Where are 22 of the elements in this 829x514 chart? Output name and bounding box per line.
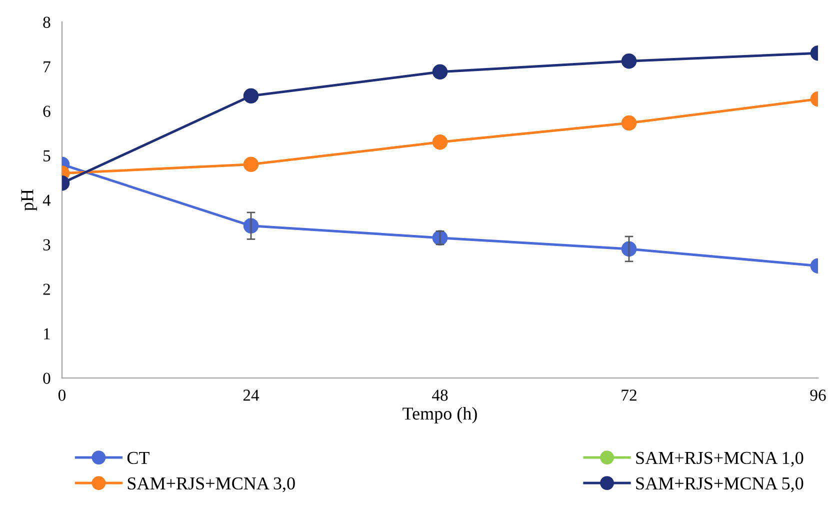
y-axis-title: pH <box>21 189 37 211</box>
legend-label: SAM+RJS+MCNA 3,0 <box>128 477 295 492</box>
x-tick-label: 96 <box>810 390 826 401</box>
legend-label: SAM+RJS+MCNA 5,0 <box>636 477 804 492</box>
y-tick-label: 7 <box>44 61 50 72</box>
legend-label: SAM+RJS+MCNA 1,0 <box>636 452 804 467</box>
x-tick-label: 24 <box>243 390 260 401</box>
point <box>432 134 448 150</box>
x-tick-label: 72 <box>622 390 636 401</box>
x-axis-title: Tempo (h) <box>402 407 477 424</box>
x-tick-label: 48 <box>432 390 448 401</box>
legend-label: CT <box>127 452 150 464</box>
y-tick-label: 1 <box>44 328 50 340</box>
x-tick-label: 0 <box>58 390 66 401</box>
y-tick-label: 8 <box>43 16 50 28</box>
y-tick-label: 2 <box>43 284 50 295</box>
y-tick-label: 6 <box>43 106 50 117</box>
point <box>432 64 448 80</box>
y-tick-label: 3 <box>43 239 50 250</box>
y-tick-label: 4 <box>42 194 51 206</box>
y-tick-label: 0 <box>43 372 50 384</box>
y-tick-label: 5 <box>44 150 50 162</box>
